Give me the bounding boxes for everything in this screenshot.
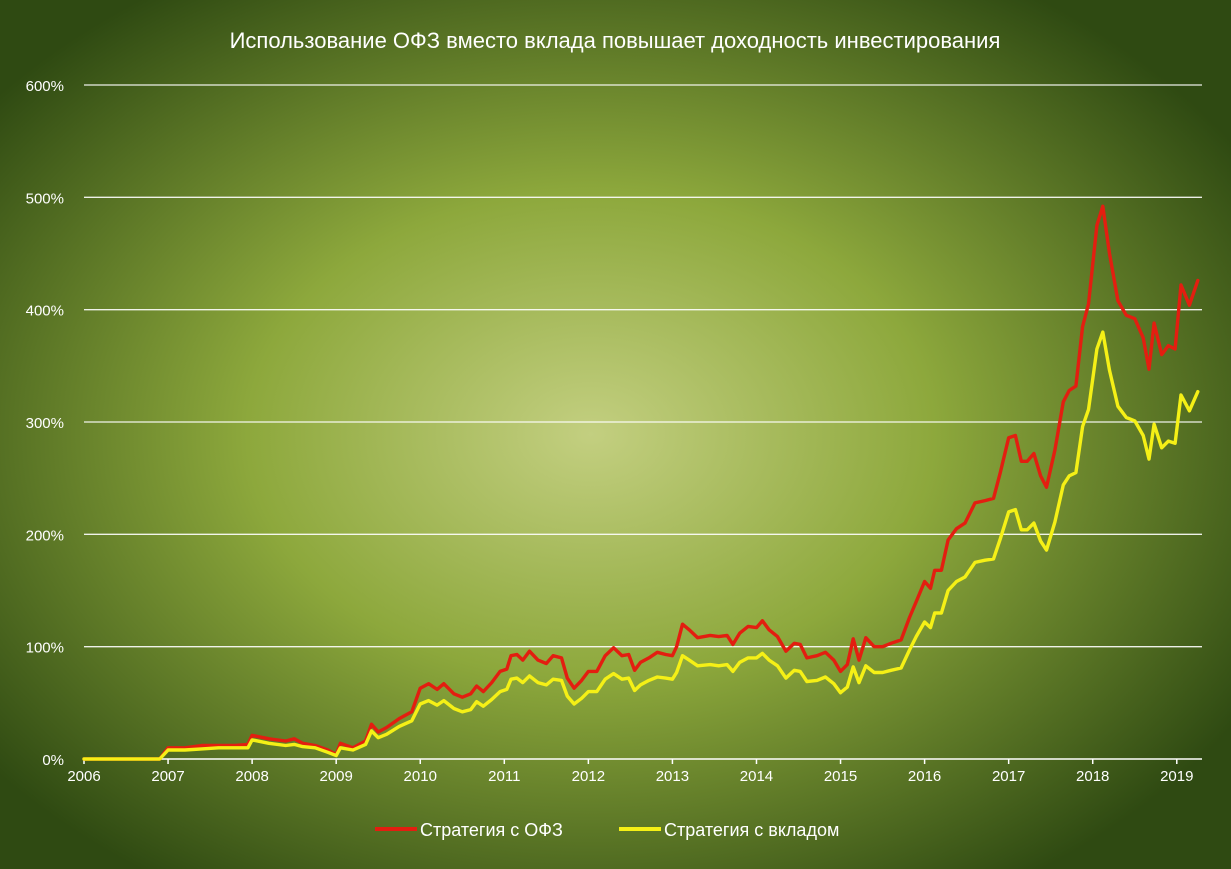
x-tick-label: 2018	[1076, 768, 1109, 785]
x-axis-labels: 2006 2007 2008 2009 2010 2011 2012 2013 2014 2015…	[67, 768, 1193, 785]
x-tick-label: 2015	[824, 768, 857, 785]
legend-label-2: Стратегия с вкладом	[664, 820, 839, 840]
x-tick-label: 2013	[656, 768, 689, 785]
y-axis-labels: 0% 100% 200% 300% 400% 500% 600%	[26, 78, 64, 769]
y-tick-label: 300%	[26, 415, 64, 432]
x-tick-label: 2006	[67, 768, 100, 785]
y-tick-label: 100%	[26, 640, 64, 657]
series-line-2	[82, 330, 1200, 761]
series-layer	[82, 204, 1200, 761]
x-tick-label: 2011	[488, 768, 520, 785]
x-tick-label: 2012	[572, 768, 605, 785]
legend: Стратегия с ОФЗ Стратегия с вкладом	[375, 820, 839, 840]
grid-layer	[83, 84, 1202, 764]
legend-label-1: Стратегия с ОФЗ	[420, 820, 563, 840]
x-tick-label: 2019	[1160, 768, 1193, 785]
y-tick-label: 0%	[42, 752, 64, 769]
x-tick-label: 2014	[740, 768, 773, 785]
series-line-1	[82, 204, 1200, 761]
y-tick-label: 500%	[26, 190, 64, 207]
y-tick-label: 400%	[26, 303, 64, 320]
x-tick-label: 2008	[235, 768, 268, 785]
chart-title: Использование ОФЗ вместо вклада повышает…	[230, 28, 1001, 53]
x-tick-label: 2017	[992, 768, 1025, 785]
x-tick-label: 2010	[404, 768, 437, 785]
y-tick-label: 200%	[26, 527, 64, 544]
x-tick-label: 2009	[319, 768, 352, 785]
x-tick-label: 2016	[908, 768, 941, 785]
x-tick-label: 2007	[151, 768, 184, 785]
y-tick-label: 600%	[26, 78, 64, 95]
